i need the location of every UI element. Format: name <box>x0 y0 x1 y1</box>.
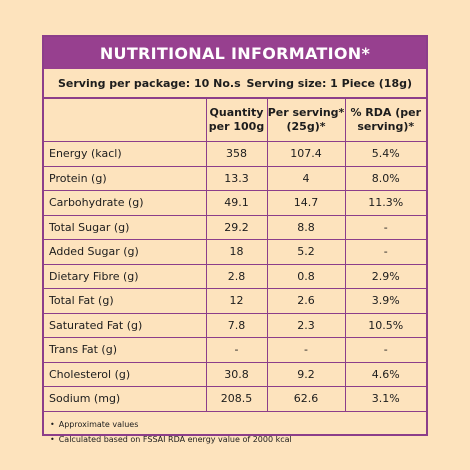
table-row: Saturated Fat (g) 7.8 2.3 10.5% <box>44 312 426 338</box>
nutrient-name: Saturated Fat (g) <box>44 312 207 338</box>
serving-info-row: Serving per package: 10 No.s Serving siz… <box>44 69 426 99</box>
per-serving-value: 9.2 <box>266 361 346 387</box>
table-row: Total Fat (g) 12 2.6 3.9% <box>44 288 426 314</box>
per-serving-value: 62.6 <box>266 386 346 412</box>
per-serving-value: - <box>266 337 346 363</box>
per-serving-value: 2.6 <box>266 288 346 314</box>
nutrient-name: Total Fat (g) <box>44 288 207 314</box>
rda-value: 8.0% <box>344 165 426 191</box>
per-serving-value: 5.2 <box>266 239 346 265</box>
header-quantity-per-100g: Quantity per 100g <box>205 99 268 142</box>
quantity-per-100g: 13.3 <box>205 165 268 191</box>
footnote: Approximate values <box>50 417 426 432</box>
table-row: Energy (kacl) 358 107.4 5.4% <box>44 141 426 167</box>
quantity-per-100g: 358 <box>205 141 268 167</box>
table-row: Protein (g) 13.3 4 8.0% <box>44 165 426 191</box>
rda-value: - <box>344 214 426 240</box>
rda-value: - <box>344 337 426 363</box>
quantity-per-100g: 49.1 <box>205 190 268 216</box>
table-header-row: Quantity per 100g Per serving* (25g)* % … <box>44 99 426 142</box>
nutrient-name: Cholesterol (g) <box>44 361 207 387</box>
rda-value: 11.3% <box>344 190 426 216</box>
nutrient-name: Total Sugar (g) <box>44 214 207 240</box>
nutrient-name: Protein (g) <box>44 165 207 191</box>
per-serving-value: 107.4 <box>266 141 346 167</box>
rda-value: 10.5% <box>344 312 426 338</box>
header-nutrient <box>44 99 207 142</box>
rda-value: 3.1% <box>344 386 426 412</box>
nutrient-name: Dietary Fibre (g) <box>44 263 207 289</box>
header-rda: % RDA (per serving)* <box>344 99 426 142</box>
rda-value: 2.9% <box>344 263 426 289</box>
quantity-per-100g: 2.8 <box>205 263 268 289</box>
quantity-per-100g: - <box>205 337 268 363</box>
rda-value: 3.9% <box>344 288 426 314</box>
nutrient-name: Carbohydrate (g) <box>44 190 207 216</box>
per-serving-value: 4 <box>266 165 346 191</box>
footnote: Calculated based on FSSAI RDA energy val… <box>50 432 426 447</box>
quantity-per-100g: 7.8 <box>205 312 268 338</box>
serving-size: Serving size: 1 Piece (18g) <box>246 76 412 90</box>
nutrient-name: Sodium (mg) <box>44 386 207 412</box>
table-row: Added Sugar (g) 18 5.2- <box>44 239 426 265</box>
nutrient-name: Trans Fat (g) <box>44 337 207 363</box>
nutrient-name: Energy (kacl) <box>44 141 207 167</box>
quantity-per-100g: 18 <box>205 239 268 265</box>
nutrient-name: Added Sugar (g) <box>44 239 207 265</box>
serving-per-package: Serving per package: 10 No.s <box>58 76 241 90</box>
table-row: Dietary Fibre (g) 2.8 0.8 2.9% <box>44 263 426 289</box>
quantity-per-100g: 12 <box>205 288 268 314</box>
nutrition-table: Quantity per 100g Per serving* (25g)* % … <box>44 99 426 412</box>
rda-value: - <box>344 239 426 265</box>
table-row: Total Sugar (g) 29.2 8.8- <box>44 214 426 240</box>
table-row: Sodium (mg) 208.5 62.6 3.1% <box>44 386 426 412</box>
rda-value: 5.4% <box>344 141 426 167</box>
table-row: Carbohydrate (g) 49.1 14.7 11.3% <box>44 190 426 216</box>
rda-value: 4.6% <box>344 361 426 387</box>
header-per-serving: Per serving* (25g)* <box>266 99 346 142</box>
per-serving-value: 14.7 <box>266 190 346 216</box>
nutrition-panel: NUTRITIONAL INFORMATION* Serving per pac… <box>42 35 428 444</box>
footnotes: Approximate values Calculated based on F… <box>44 412 426 447</box>
table-row: Cholesterol (g) 30.8 9.2 4.6% <box>44 361 426 387</box>
per-serving-value: 0.8 <box>266 263 346 289</box>
panel-title: NUTRITIONAL INFORMATION* <box>44 37 426 69</box>
quantity-per-100g: 208.5 <box>205 386 268 412</box>
quantity-per-100g: 29.2 <box>205 214 268 240</box>
per-serving-value: 2.3 <box>266 312 346 338</box>
table-row: Trans Fat (g) - - - <box>44 337 426 363</box>
per-serving-value: 8.8 <box>266 214 346 240</box>
quantity-per-100g: 30.8 <box>205 361 268 387</box>
